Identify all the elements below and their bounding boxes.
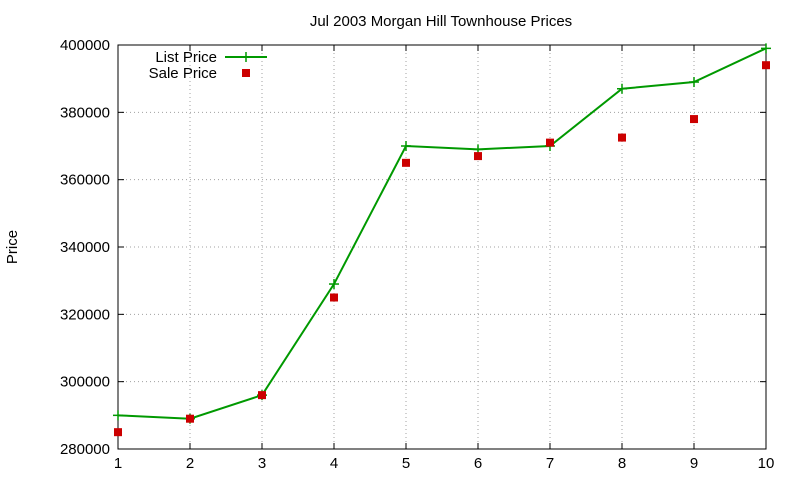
sale-price-point	[258, 391, 266, 400]
y-tick-label: 340000	[60, 239, 110, 256]
x-tick-label: 2	[186, 455, 194, 472]
x-tick-label: 5	[402, 455, 410, 472]
x-tick-label: 7	[546, 455, 554, 472]
list-price-point	[401, 141, 411, 151]
sale-price-point	[474, 152, 482, 161]
sale-price-point	[690, 115, 698, 124]
y-tick-label: 300000	[60, 374, 110, 391]
y-tick-label: 360000	[60, 172, 110, 189]
legend-plus-marker	[241, 52, 251, 62]
sale-price-point	[402, 158, 410, 167]
list-price-point	[689, 77, 699, 88]
y-tick-label: 280000	[60, 441, 110, 458]
sale-price-point	[114, 428, 122, 437]
series	[113, 43, 771, 437]
x-tick-label: 1	[114, 455, 122, 472]
x-tick-label: 10	[758, 455, 775, 472]
sale-price-point	[330, 293, 338, 302]
legend-label: Sale Price	[149, 65, 217, 82]
x-tick-label: 4	[330, 455, 338, 472]
sale-price-point	[546, 138, 554, 147]
x-tick-label: 6	[474, 455, 482, 472]
y-axis-label: Price	[4, 230, 21, 264]
sale-price-point	[618, 133, 626, 142]
sale-price-point	[762, 61, 770, 70]
x-tick-label: 9	[690, 455, 698, 472]
grid	[117, 44, 767, 450]
list-price-point	[113, 410, 123, 421]
list-price-line	[117, 47, 767, 420]
y-tick-label: 380000	[60, 104, 110, 121]
x-tick-label: 3	[258, 455, 266, 472]
legend-square-swatch	[242, 69, 250, 77]
sale-price-point	[186, 414, 194, 423]
y-tick-label: 400000	[60, 37, 110, 54]
list-price-point	[761, 43, 771, 54]
legend-label: List Price	[155, 49, 217, 66]
list-price-point	[329, 279, 339, 290]
chart-title: Jul 2003 Morgan Hill Townhouse Prices	[310, 13, 572, 30]
y-tick-label: 320000	[60, 306, 110, 323]
axes: 1 2 3 4 5 6 7 8 9 10 280000 300000 320000 340000 36000…	[60, 37, 774, 472]
list-price-point	[617, 83, 627, 94]
x-tick-label: 8	[618, 455, 626, 472]
